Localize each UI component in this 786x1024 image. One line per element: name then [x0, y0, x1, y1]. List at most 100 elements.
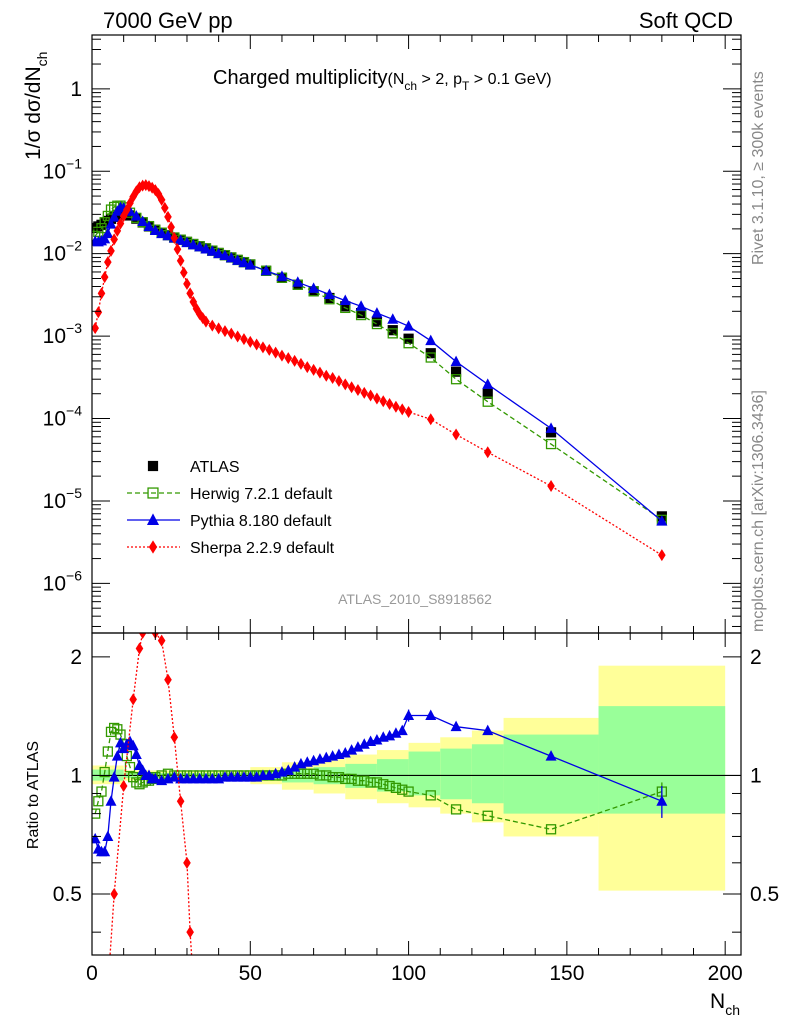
data-point: [450, 374, 462, 385]
data-point: [176, 254, 185, 267]
source-note: mcplots.cern.ch [arXiv:1306.3436]: [750, 390, 767, 632]
data-point: [547, 479, 555, 492]
legend-marker: [147, 487, 159, 499]
data-point: [244, 258, 256, 270]
data-point: [162, 229, 174, 241]
ratio-point: [190, 975, 198, 987]
ratio-point: [289, 761, 301, 772]
ratio-point: [333, 772, 345, 783]
series-sherpa-2-2-9-default: [92, 179, 666, 562]
data-point: [225, 251, 237, 263]
data-point: [260, 264, 272, 276]
data-point: [404, 406, 413, 419]
data-point: [252, 338, 261, 351]
data-point: [221, 325, 229, 338]
ratio-point: [110, 887, 118, 900]
data-point: [156, 227, 168, 239]
data-point: [246, 335, 255, 348]
data-point: [233, 330, 242, 343]
data-point: [297, 357, 305, 370]
y-tick-label: 10−3: [43, 320, 83, 348]
ratio-point: [396, 724, 408, 736]
ratio-plot-panel: 2 2 1 1 0.5 0.5 0 50 100 150 200 Ratio to ATLAS Nc…: [25, 632, 779, 1018]
ratio-point: [346, 744, 358, 755]
data-point: [149, 224, 161, 236]
ratio-y-tick-label-right: 2: [750, 646, 762, 669]
ratio-point: [384, 729, 396, 741]
ratio-plot-ticks: 2 2 1 1 0.5 0.5 0 50 100 150 200: [53, 633, 779, 985]
uncertainty-band-inner: [408, 751, 441, 796]
data-point: [340, 301, 351, 312]
data-point: [100, 271, 109, 284]
data-point: [341, 378, 350, 391]
data-point: [545, 438, 557, 450]
ratio-y-tick-label: 0.5: [53, 883, 82, 906]
ratio-point: [170, 731, 179, 744]
data-point: [387, 313, 399, 324]
data-point: [92, 322, 99, 335]
ratio-point: [359, 775, 370, 786]
data-point: [219, 249, 231, 261]
ratio-point: [482, 810, 493, 821]
ratio-point: [450, 804, 462, 815]
ratio-point: [149, 772, 161, 784]
y-tick-label: 10−1: [43, 155, 83, 183]
ratio-series-sherpa-2-2-9-default: [109, 633, 198, 987]
data-point: [545, 422, 557, 433]
ratio-point: [425, 790, 436, 801]
header-left: 7000 GeV pp: [103, 8, 233, 33]
data-point: [483, 446, 492, 459]
data-point: [360, 386, 369, 399]
data-point: [104, 256, 112, 269]
x-tick-label: 100: [391, 962, 426, 985]
data-point: [309, 363, 318, 376]
data-point: [385, 398, 394, 411]
data-point: [450, 366, 462, 377]
ratio-point: [176, 795, 185, 808]
ratio-point: [183, 856, 191, 869]
ratio-point: [99, 845, 111, 857]
data-point: [450, 355, 462, 367]
data-point: [113, 224, 122, 237]
ratio-point: [397, 784, 408, 795]
ratio-y-tick-label-right: 1: [750, 764, 762, 787]
ratio-point: [130, 748, 142, 760]
data-point: [373, 392, 381, 405]
data-point: [425, 334, 437, 346]
data-point: [271, 346, 280, 359]
main-plot-ylabel: 1/σ dσ/dNch: [22, 52, 50, 160]
data-point: [199, 312, 207, 325]
uncertainty-band-inner: [503, 734, 599, 814]
analysis-id: ATLAS_2010_S8918562: [338, 591, 492, 607]
data-point: [110, 233, 118, 246]
legend-label: Pythia 8.180 default: [190, 513, 332, 530]
data-point: [328, 372, 337, 385]
data-point: [347, 381, 356, 394]
ratio-point: [111, 750, 123, 761]
ratio-plot-xlabel: Nch: [710, 990, 740, 1018]
data-point: [355, 308, 367, 319]
data-point: [366, 389, 375, 402]
data-point: [189, 295, 198, 308]
ratio-point: [102, 830, 114, 841]
ratio-point: [308, 768, 319, 779]
legend-item-pythia-8-180-default: Pythia 8.180 default: [127, 513, 332, 530]
data-point: [482, 396, 493, 407]
data-point: [132, 185, 141, 198]
data-point: [108, 211, 120, 222]
data-point: [145, 180, 153, 193]
y-tick-label: 10−5: [43, 485, 83, 513]
data-point: [200, 242, 212, 254]
ratio-line-sherpa-2-2-9-default: [109, 633, 193, 955]
ratio-y-tick-label: 2: [70, 646, 82, 669]
data-point: [335, 375, 343, 388]
data-point: [398, 403, 407, 416]
data-point: [392, 400, 400, 413]
ratio-point: [390, 727, 402, 738]
data-point: [339, 294, 351, 306]
data-point: [206, 245, 218, 256]
data-point: [167, 221, 175, 234]
data-point: [371, 318, 383, 330]
ratio-point: [92, 832, 101, 844]
